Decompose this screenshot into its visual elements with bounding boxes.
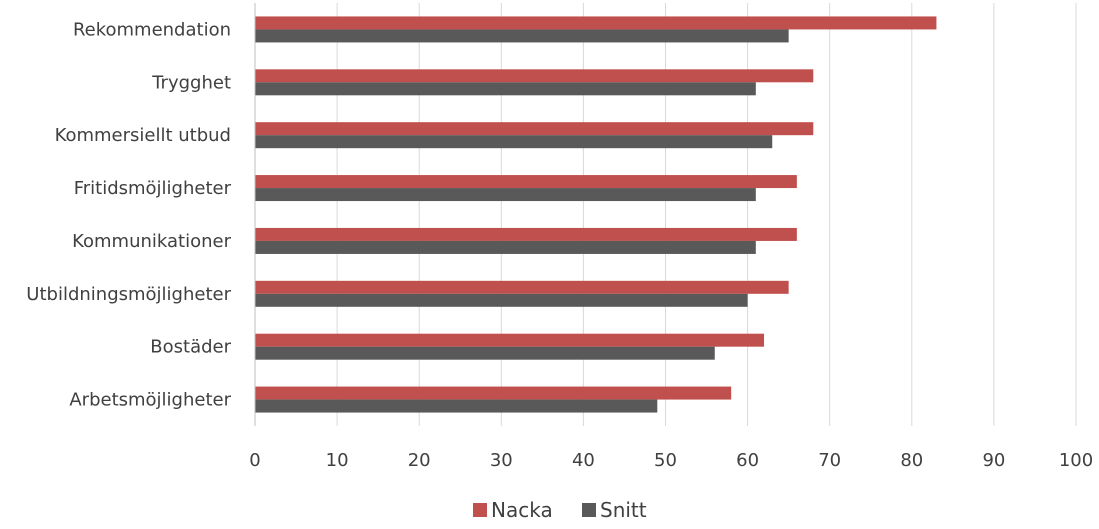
bar-nacka [255, 69, 814, 83]
x-tick-label: 10 [326, 450, 349, 471]
bar-nacka [255, 227, 797, 241]
legend: Nacka Snitt [473, 498, 647, 522]
category-label: Arbetsmöjligheter [69, 390, 231, 411]
gridlines [336, 3, 1077, 426]
bar-nacka [255, 175, 797, 189]
x-axis-tick-labels: 0 10 20 30 40 50 60 70 80 90 100 [249, 450, 1093, 471]
category-label: Utbildningsmöjligheter [26, 284, 231, 305]
bar-snitt [255, 346, 715, 360]
category-label: Rekommendation [73, 19, 231, 40]
category-labels: Rekommendation Trygghet Kommersiellt utbud… [26, 19, 231, 410]
bar-snitt [255, 82, 756, 96]
legend-label-snitt: Snitt [600, 498, 647, 522]
bar-nacka [255, 16, 937, 30]
bar-snitt [255, 240, 756, 254]
x-tick-label: 80 [900, 450, 923, 471]
x-tick-label: 90 [982, 450, 1005, 471]
category-label: Fritidsmöjligheter [74, 178, 232, 199]
x-tick-label: 40 [572, 450, 595, 471]
legend-label-nacka: Nacka [491, 498, 553, 522]
bar-snitt [255, 399, 658, 413]
bar-nacka [255, 122, 814, 136]
x-tick-label: 30 [490, 450, 513, 471]
x-tick-label: 50 [654, 450, 677, 471]
legend-swatch-snitt [582, 503, 596, 517]
x-tick-label: 20 [408, 450, 431, 471]
bars [255, 16, 937, 413]
bar-snitt [255, 188, 756, 202]
category-label: Kommersiellt utbud [55, 125, 231, 146]
bar-snitt [255, 293, 748, 307]
category-label: Kommunikationer [72, 231, 231, 252]
bar-nacka [255, 386, 732, 400]
bar-nacka [255, 280, 789, 294]
bar-snitt [255, 29, 789, 43]
x-tick-label: 0 [249, 450, 260, 471]
x-tick-label: 100 [1059, 450, 1093, 471]
legend-swatch-nacka [473, 503, 487, 517]
x-tick-label: 70 [818, 450, 841, 471]
bar-nacka [255, 333, 765, 347]
x-tick-label: 60 [736, 450, 759, 471]
category-label: Bostäder [150, 337, 231, 358]
bar-snitt [255, 135, 773, 149]
category-label: Trygghet [151, 72, 231, 93]
